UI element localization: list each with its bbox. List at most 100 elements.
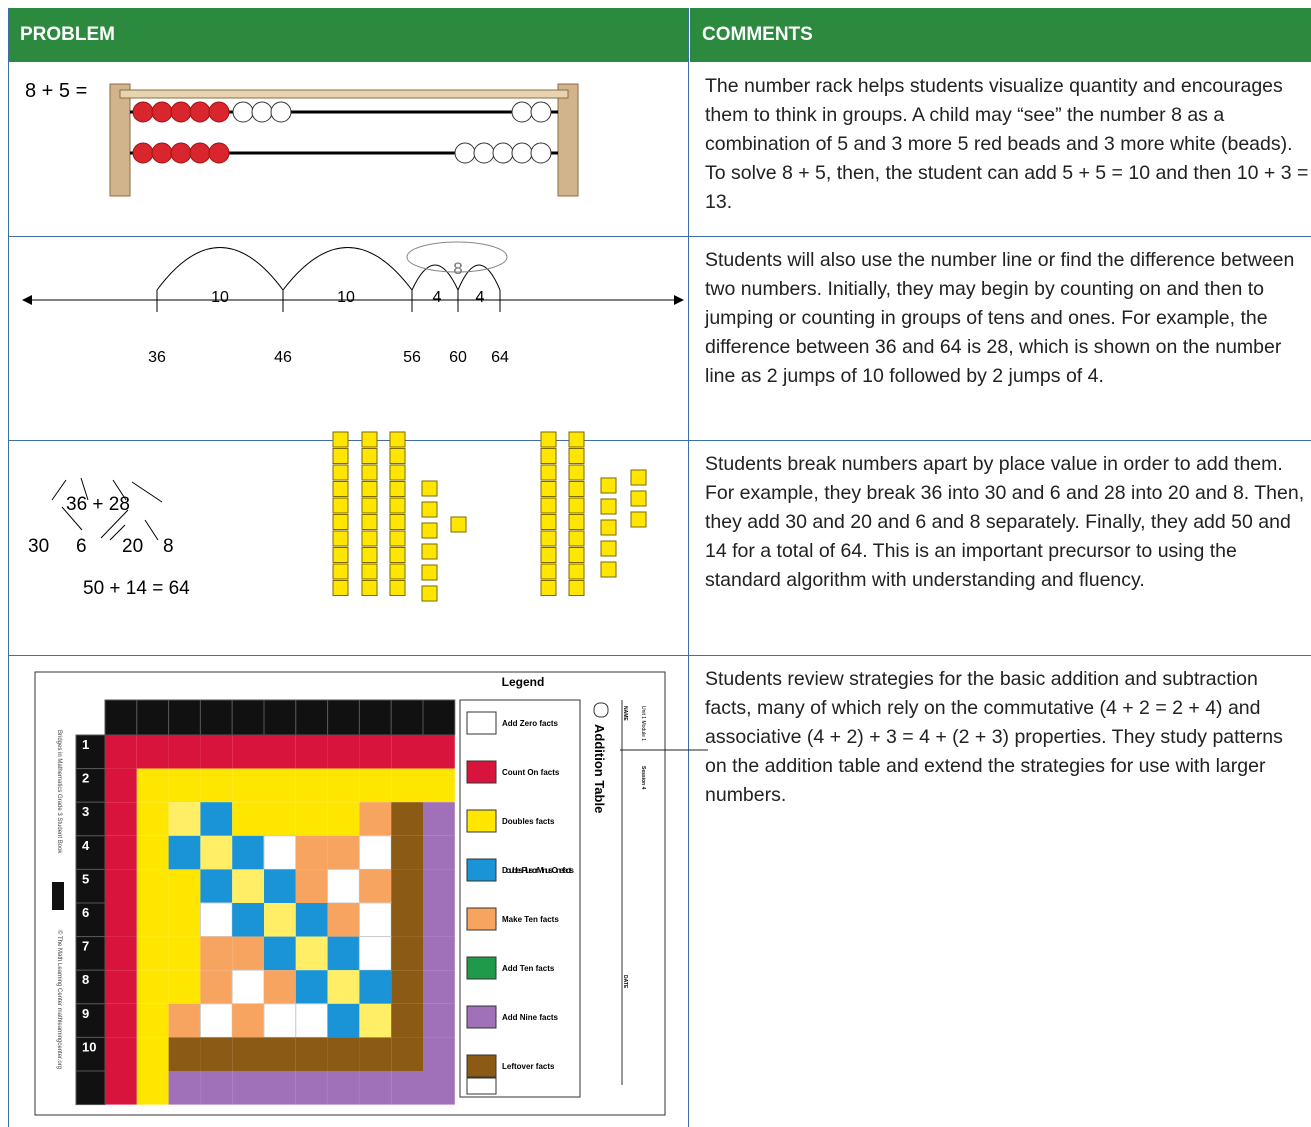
table-cell bbox=[105, 1003, 137, 1038]
block bbox=[568, 497, 585, 514]
bead bbox=[530, 101, 552, 123]
block bbox=[421, 522, 438, 539]
table-cell bbox=[105, 735, 137, 769]
part: 6 bbox=[76, 536, 87, 557]
table-cell bbox=[200, 936, 233, 971]
row-head bbox=[75, 1070, 106, 1106]
block bbox=[332, 580, 349, 596]
connector-ext bbox=[688, 749, 708, 751]
table-cell bbox=[295, 869, 328, 903]
row-label: 7 bbox=[82, 939, 89, 954]
table-cell bbox=[136, 869, 169, 903]
table-cell bbox=[327, 1037, 360, 1071]
row-head bbox=[75, 1003, 106, 1038]
row-head bbox=[75, 936, 106, 971]
block bbox=[540, 431, 557, 448]
table-cell bbox=[358, 835, 392, 870]
table-cell bbox=[200, 735, 233, 769]
bead bbox=[270, 101, 292, 123]
block bbox=[600, 498, 617, 515]
side-text: © The Math Learning Center mathlearningc… bbox=[56, 930, 63, 1069]
row-head bbox=[75, 902, 106, 938]
bead bbox=[132, 142, 154, 164]
block bbox=[389, 448, 406, 464]
table-cell bbox=[295, 903, 328, 937]
table-cell bbox=[232, 1003, 264, 1038]
table-cell bbox=[423, 936, 455, 971]
table-cell bbox=[359, 970, 392, 1004]
table-cell bbox=[168, 1037, 201, 1071]
legend-swatch bbox=[466, 1005, 497, 1029]
table-cell bbox=[295, 970, 328, 1004]
table-cell bbox=[136, 970, 169, 1004]
block bbox=[361, 448, 378, 464]
table-cell bbox=[232, 1071, 264, 1105]
table-cell bbox=[136, 1037, 169, 1071]
legend-label: Doubles facts bbox=[502, 817, 555, 826]
block bbox=[389, 530, 406, 547]
bead bbox=[511, 142, 533, 164]
table-cell bbox=[391, 802, 423, 836]
table-cell bbox=[423, 835, 455, 870]
table-cell bbox=[263, 1003, 297, 1038]
table-cell bbox=[264, 802, 296, 836]
block bbox=[361, 481, 378, 497]
table-cell bbox=[232, 735, 264, 769]
block bbox=[389, 431, 406, 448]
table-cell bbox=[391, 1071, 423, 1105]
block bbox=[568, 563, 585, 580]
legend-swatch bbox=[466, 858, 497, 882]
bead bbox=[208, 142, 230, 164]
block bbox=[568, 580, 585, 596]
row-head bbox=[75, 868, 106, 904]
group-ellipse bbox=[406, 241, 508, 273]
block bbox=[630, 511, 647, 528]
block bbox=[332, 514, 349, 530]
bead bbox=[132, 101, 154, 123]
row-label: 10 bbox=[82, 1039, 96, 1054]
table-cell bbox=[168, 903, 201, 937]
table-cell bbox=[423, 869, 455, 903]
table-cell bbox=[264, 936, 296, 971]
table-cell bbox=[168, 1071, 201, 1105]
block bbox=[450, 516, 467, 533]
table-cell bbox=[264, 735, 296, 769]
table-cell bbox=[359, 735, 392, 769]
table-cell bbox=[105, 936, 137, 971]
legend-swatch bbox=[466, 711, 497, 735]
table-cell bbox=[391, 835, 423, 870]
table-cell bbox=[295, 1037, 328, 1071]
block bbox=[361, 580, 378, 596]
bead bbox=[151, 142, 173, 164]
row-line bbox=[8, 236, 1311, 237]
table-cell bbox=[168, 970, 201, 1004]
divider bbox=[688, 8, 689, 1127]
icon bbox=[593, 702, 609, 718]
block bbox=[540, 464, 557, 481]
tick-label: 60 bbox=[449, 349, 467, 366]
table-cell bbox=[423, 802, 455, 836]
table-cell bbox=[391, 970, 423, 1004]
table-cell bbox=[105, 1071, 137, 1105]
header-cell: PROBLEM bbox=[8, 8, 688, 62]
table-cell bbox=[136, 903, 169, 937]
name-label: NAME bbox=[622, 706, 628, 721]
table-cell bbox=[327, 1003, 360, 1038]
table-cell bbox=[105, 869, 137, 903]
table-cell bbox=[136, 768, 169, 803]
sum: 50 + 14 = 64 bbox=[83, 578, 190, 599]
sheet-title: Addition Table bbox=[592, 724, 607, 813]
table-cell bbox=[327, 1071, 360, 1105]
table-cell bbox=[168, 869, 201, 903]
table-cell bbox=[200, 1037, 233, 1071]
block bbox=[389, 580, 406, 596]
comment: Students break numbers apart by place va… bbox=[705, 453, 1305, 591]
block bbox=[332, 448, 349, 464]
table-cell bbox=[232, 903, 264, 937]
row-label: 3 bbox=[82, 804, 89, 819]
block bbox=[421, 585, 438, 602]
table-cell bbox=[391, 936, 423, 971]
header-cell bbox=[422, 699, 456, 736]
row-label: 1 bbox=[82, 737, 89, 752]
